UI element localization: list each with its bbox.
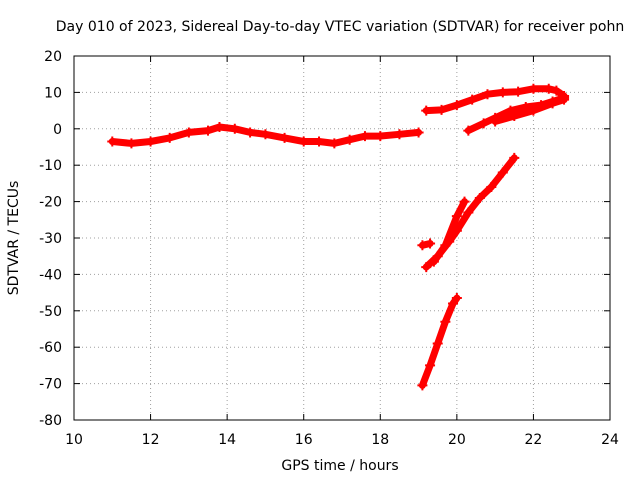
y-tick-label: 0: [53, 122, 62, 138]
data-point: [425, 360, 436, 371]
x-tick-label: 14: [218, 432, 236, 448]
series-3: [490, 94, 570, 127]
data-point: [329, 138, 340, 149]
data-point: [451, 100, 462, 111]
x-tick-label: 24: [601, 432, 619, 448]
data-point: [413, 127, 424, 138]
data-point: [375, 131, 386, 142]
data-point: [528, 105, 539, 116]
data-point: [509, 152, 520, 163]
y-tick-label: 20: [44, 49, 62, 65]
data-point: [497, 87, 508, 98]
x-tick-label: 20: [448, 432, 466, 448]
series-trail: [430, 198, 468, 266]
data-point: [145, 136, 156, 147]
y-tick-label: -30: [39, 231, 62, 247]
data-point: [559, 94, 570, 105]
x-tick-label: 18: [371, 432, 389, 448]
data-point: [490, 116, 501, 127]
data-point: [421, 105, 432, 116]
y-axis-label: SDTVAR / TECUs: [6, 181, 22, 296]
data-point: [314, 136, 325, 147]
data-point: [513, 86, 524, 97]
data-point: [183, 127, 194, 138]
data-point: [428, 256, 439, 267]
data-point: [463, 207, 474, 218]
data-point: [298, 136, 309, 147]
data-point: [417, 240, 428, 251]
data-point: [229, 123, 240, 134]
data-point: [359, 131, 370, 142]
series-6: [428, 196, 470, 267]
data-point: [417, 380, 428, 391]
data-point: [463, 125, 474, 136]
data-point: [440, 240, 451, 251]
y-tick-label: -60: [39, 340, 62, 356]
data-point: [528, 83, 539, 94]
axis-layer: 10 12 14 16 18 20 22 24 -80 -70 -60 -50 -40 -30 -20 -10…: [39, 49, 619, 448]
data-point: [497, 167, 508, 178]
y-tick-label: -70: [39, 377, 62, 393]
y-tick-label: 10: [44, 85, 62, 101]
data-point: [440, 316, 451, 327]
data-point: [478, 118, 489, 129]
y-tick-label: -10: [39, 158, 62, 174]
data-point: [467, 94, 478, 105]
data-point: [432, 338, 443, 349]
x-tick-label: 10: [65, 432, 83, 448]
y-tick-label: -50: [39, 304, 62, 320]
chart-title: Day 010 of 2023, Sidereal Day-to-day VTE…: [56, 19, 624, 35]
y-tick-label: -80: [39, 413, 62, 429]
series-4: [417, 238, 436, 251]
data-point: [245, 127, 256, 138]
data-point: [344, 134, 355, 145]
data-point: [421, 262, 432, 273]
data-point: [164, 132, 175, 143]
data-point: [394, 129, 405, 140]
data-layer: [107, 83, 570, 391]
data-point: [203, 125, 213, 136]
data-point: [543, 83, 554, 94]
data-point: [260, 129, 271, 140]
series-0: [107, 121, 424, 149]
data-point: [126, 138, 137, 149]
data-point: [451, 293, 462, 304]
data-point: [451, 211, 462, 222]
data-point: [436, 104, 447, 115]
x-axis-label: GPS time / hours: [281, 458, 398, 474]
grid-layer: [74, 56, 610, 420]
x-tick-label: 12: [142, 432, 160, 448]
data-point: [509, 111, 520, 122]
data-point: [214, 121, 225, 132]
y-tick-label: -20: [39, 195, 62, 211]
data-point: [459, 196, 470, 207]
x-tick-label: 16: [295, 432, 313, 448]
series-1: [421, 83, 570, 116]
data-point: [279, 132, 290, 143]
data-point: [107, 136, 118, 147]
y-tick-label: -40: [39, 267, 62, 283]
x-tick-label: 22: [525, 432, 543, 448]
data-point: [474, 192, 485, 203]
data-point: [486, 182, 497, 193]
data-point: [547, 98, 558, 109]
data-point: [482, 89, 493, 100]
data-point: [448, 298, 459, 309]
data-point: [551, 85, 562, 96]
series-7: [417, 293, 462, 391]
data-point: [425, 238, 436, 249]
